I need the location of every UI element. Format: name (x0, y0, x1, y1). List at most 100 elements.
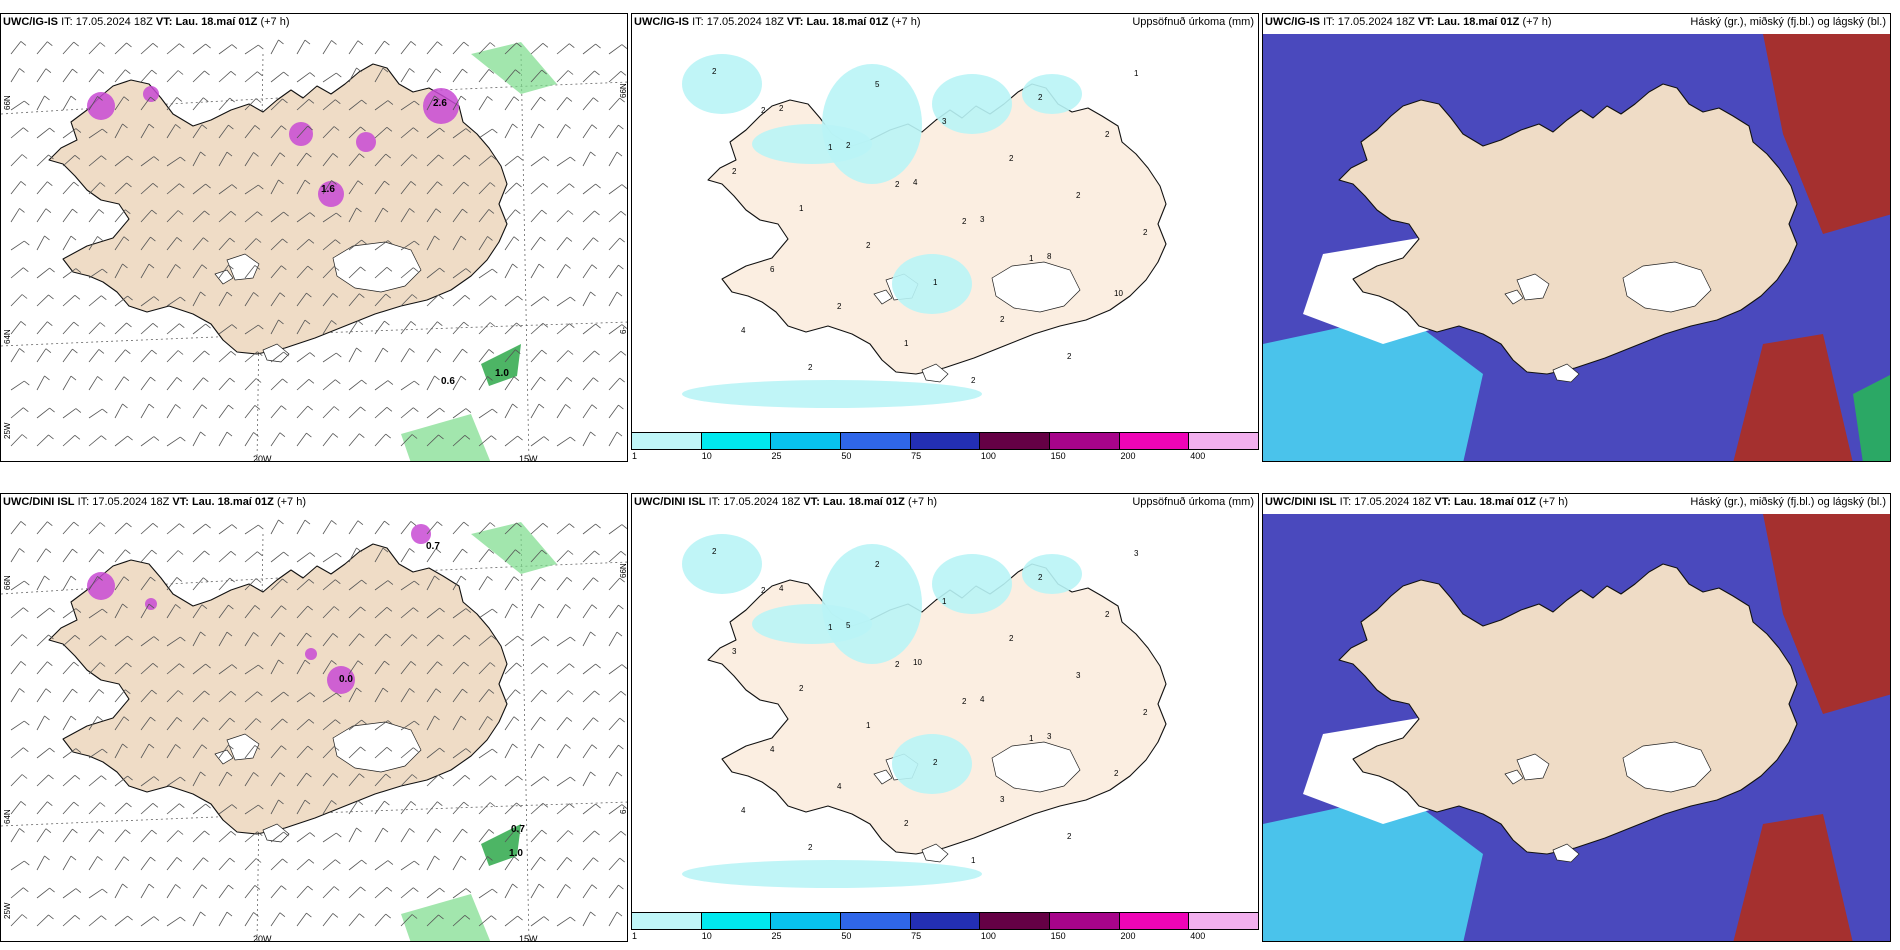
wind-barb-flag (437, 521, 443, 527)
wind-barb-flag (515, 829, 521, 835)
wind-barb-flag (21, 434, 28, 439)
wind-barb-flag (435, 688, 442, 694)
wind-barb (166, 523, 180, 535)
wind-barb (140, 523, 154, 535)
wind-barb-flag (153, 296, 160, 301)
wind-barb (296, 152, 307, 167)
wind-barb (218, 264, 229, 279)
wind-barb (140, 349, 152, 363)
wind-barb (348, 153, 360, 167)
wind-barb-flag (336, 832, 342, 838)
wind-barb-flag (229, 577, 235, 583)
wind-barb (556, 717, 568, 731)
wind-barb (530, 549, 542, 563)
wind-barb-flag (23, 127, 29, 133)
wind-barb (556, 350, 569, 363)
wind-barb-flag (308, 378, 315, 384)
wind-barb (348, 913, 360, 927)
scale-tick-label: 1 (632, 931, 638, 941)
glacier (921, 843, 949, 863)
wind-barb-flag (255, 98, 262, 103)
longitude-line (520, 53, 530, 461)
wind-barb (582, 911, 591, 927)
wind-barb (10, 68, 20, 83)
wind-barb-flag (45, 348, 52, 354)
iceland (1338, 83, 1798, 383)
wind-barb-flag (126, 322, 132, 328)
wind-barb (36, 575, 45, 591)
wind-barb (62, 855, 72, 871)
wind-barb (400, 348, 410, 363)
wind-barb (10, 774, 23, 787)
precip-value-label: 1 (971, 856, 976, 865)
wind-barb-flag (101, 775, 107, 781)
wind-barb (608, 264, 619, 279)
wind-barb (88, 689, 100, 703)
wind-barb (374, 380, 389, 391)
wind-barb-flag (512, 403, 518, 409)
wind-barb (530, 603, 540, 619)
wind-barb-flag (462, 548, 468, 554)
scale-color-cell (841, 913, 911, 929)
wind-barb-flag (413, 607, 419, 613)
wind-barb-flag (179, 183, 185, 189)
wind-barb-flag (492, 748, 498, 754)
wind-barb-flag (258, 664, 264, 670)
wind-barb-flag (97, 96, 103, 101)
wind-barb (244, 605, 256, 619)
wind-barb-flag (360, 886, 366, 892)
wind-barb-flag (570, 776, 576, 782)
wind-barb (114, 403, 123, 419)
wind-barb (114, 322, 127, 335)
wind-barb (62, 748, 77, 759)
wind-barb (140, 549, 152, 563)
iceland-coastline (48, 543, 508, 835)
wind-barb (426, 95, 435, 111)
wind-barb (400, 294, 413, 307)
wind-barb-flag (463, 321, 469, 327)
wind-barb-flag (569, 523, 575, 529)
wind-barb (400, 154, 413, 167)
wind-barb-flag (540, 576, 546, 582)
wind-barb-flag (387, 240, 394, 245)
wind-barb-flag (465, 408, 472, 413)
wind-barb (452, 181, 464, 195)
wind-barb (556, 296, 571, 307)
wind-barb-flag (361, 99, 367, 105)
wind-barb-flag (565, 884, 571, 889)
wind-barb (478, 155, 492, 167)
precip-value-label: 2 (779, 104, 784, 113)
wind-barb-flag (19, 688, 25, 693)
wind-barb-flag (413, 887, 419, 893)
wind-barb (504, 802, 517, 815)
precip-value-label: 2 (712, 67, 717, 76)
wind-barb (296, 579, 310, 591)
wind-barb (88, 96, 98, 111)
wind-barb-flag (70, 855, 77, 861)
wind-barb (270, 71, 284, 83)
wind-barb-flag (97, 236, 103, 241)
wind-barb (88, 408, 103, 419)
wind-barb (244, 912, 254, 927)
wind-barb (166, 436, 181, 447)
precip-value-label: 2 (1009, 154, 1014, 163)
wind-barb (114, 603, 123, 619)
wind-barb-flag (179, 523, 185, 529)
wind-barb-flag (151, 689, 157, 695)
wind-barb (166, 237, 178, 251)
wind-barb (374, 887, 388, 899)
wind-barb (374, 747, 388, 759)
wind-barb-flag (229, 237, 235, 243)
wind-barb (244, 184, 259, 195)
wind-barb-flag (126, 42, 132, 48)
wind-barb-flag (595, 663, 601, 669)
wind-barb-flag (73, 661, 79, 667)
wind-barb-flag (594, 830, 600, 836)
wind-barb-flag (228, 404, 234, 410)
precip-value-label: 1 (933, 278, 938, 287)
wind-barb (88, 829, 100, 843)
wind-barb-flag (491, 435, 497, 441)
wind-barb (270, 125, 282, 139)
wind-barb (426, 774, 439, 787)
wind-barb-flag (409, 348, 415, 353)
